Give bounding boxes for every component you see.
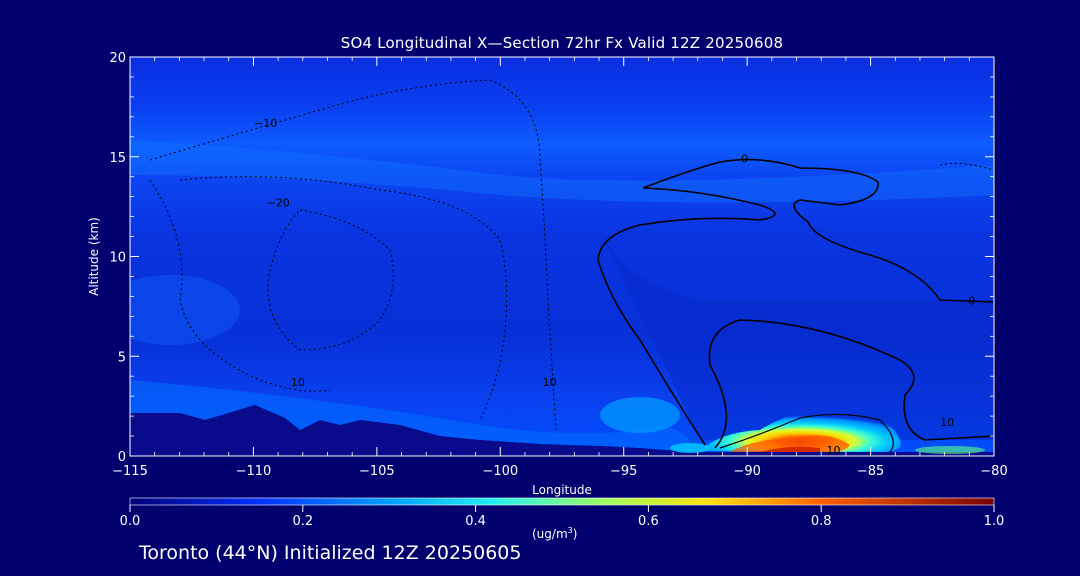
y-tick-label: 15 (109, 151, 126, 166)
footer-text: Toronto (44°N) Initialized 12Z 20250605 (139, 542, 522, 564)
contour-label: 10 (291, 376, 305, 389)
contour-neg10 (149, 79, 557, 431)
contour-label: 10 (827, 444, 841, 457)
colorbar-ticks: 0.0 0.2 0.4 0.6 0.8 1.0 (120, 505, 1005, 529)
y-axis-label: Altitude (km) (87, 217, 101, 296)
contour-label: −20 (267, 197, 290, 210)
x-axis-label: Longitude (532, 483, 592, 497)
contour-zero-lower (597, 187, 776, 446)
units-exponent: 3 (567, 526, 573, 535)
contour-zero-inner (708, 319, 994, 449)
colorbar-units: (ug/m3) (532, 526, 577, 541)
contour-zero-upper (642, 158, 994, 303)
colorbar-tick-label: 0.6 (638, 514, 659, 529)
contour-ten-plume (719, 413, 894, 453)
x-tick-label: −90 (733, 464, 760, 479)
colorbar-tick-label: 0.2 (292, 514, 313, 529)
colorbar-tick-label: 0.8 (811, 514, 832, 529)
contour-label: −10 (254, 117, 277, 130)
colorbar-tick-label: 1.0 (984, 514, 1005, 529)
contour-label: 0 (741, 153, 748, 166)
x-tick-label: −115 (112, 464, 148, 479)
x-tick-label: −85 (857, 464, 884, 479)
x-tick-label: −100 (482, 464, 518, 479)
colorbar (129, 497, 995, 506)
contour-lines (149, 79, 994, 453)
y-tick-label: 10 (109, 251, 126, 266)
units-close: ) (572, 527, 578, 541)
x-tick-label: −110 (236, 464, 272, 479)
units-base: (ug/m (532, 527, 568, 541)
axes: −115 −110 −105 −100 −95 −90 −85 −8005101520Long… (87, 51, 1008, 497)
contour-label: 0 (968, 294, 975, 307)
contour-label: 10 (940, 416, 954, 429)
contour-labels: −10 −20 0 0 10 10 10 10 (254, 117, 975, 457)
contour-neg-west (149, 179, 331, 392)
y-tick-label: 5 (118, 350, 126, 365)
colorbar-tick-label: 0.4 (465, 514, 486, 529)
contour-label: 10 (543, 376, 557, 389)
x-tick-label: −105 (359, 464, 395, 479)
contour-neg-inner (267, 209, 394, 351)
concentration-field (130, 57, 994, 456)
chart-title: SO4 Longitudinal X—Section 72hr Fx Valid… (340, 34, 784, 52)
x-tick-label: −80 (980, 464, 1007, 479)
colorbar-tick-label: 0.0 (120, 514, 141, 529)
x-tick-label: −95 (610, 464, 637, 479)
y-tick-label: 0 (118, 450, 126, 465)
y-tick-label: 20 (109, 51, 126, 66)
